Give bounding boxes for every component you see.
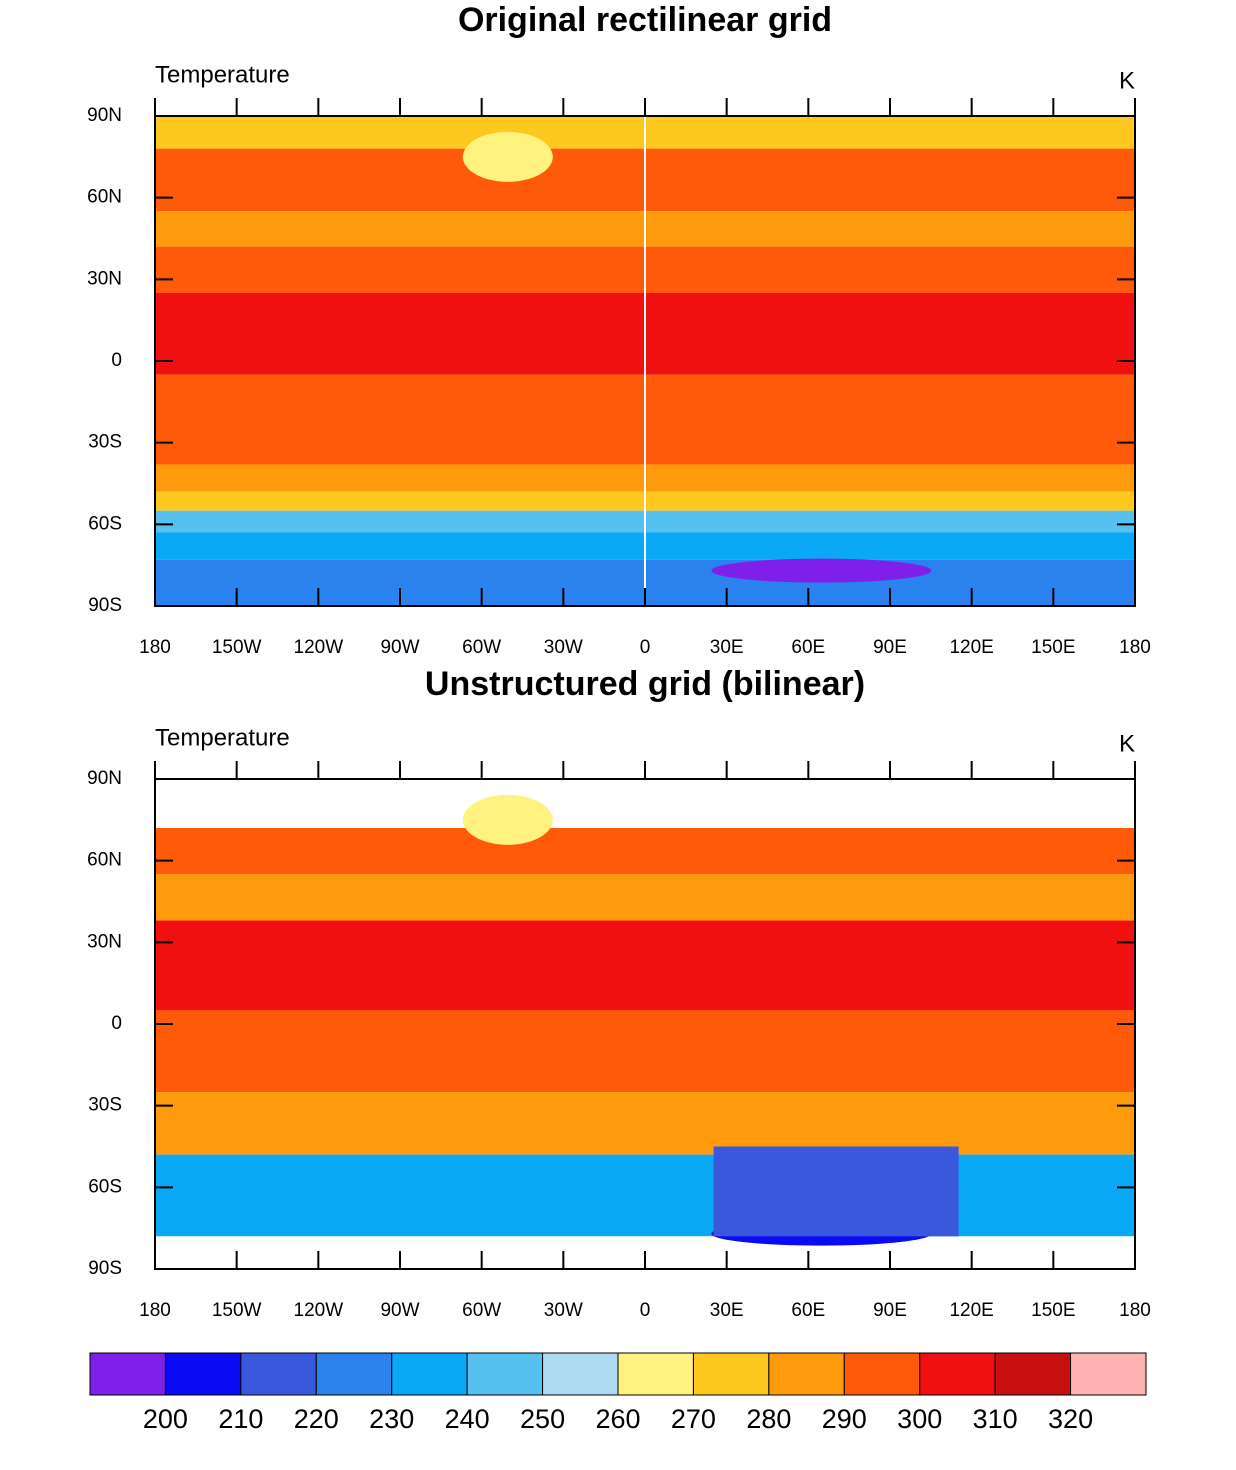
colorbar-box: [315, 1352, 393, 1396]
colorbar-box: [542, 1352, 619, 1396]
lon-label: 180: [139, 637, 171, 658]
lon-label: 60W: [462, 1300, 501, 1321]
lon-label: 180: [1119, 1300, 1151, 1321]
lon-label: 0: [640, 637, 651, 658]
lon-label: 90W: [380, 637, 419, 658]
colorbar-label: 270: [671, 1404, 716, 1434]
colorbar-box: [768, 1352, 845, 1396]
antarctic-cold: [711, 558, 932, 583]
left-label: Temperature: [155, 61, 290, 88]
colorbar-box: [89, 1352, 166, 1396]
temperature-band: [155, 1154, 1135, 1237]
colorbar-label: 310: [973, 1404, 1018, 1434]
lat-label: 60N: [87, 187, 122, 208]
lon-label: 120W: [294, 637, 344, 658]
lon-label: 150E: [1031, 637, 1075, 658]
panel-title: Original rectilinear grid: [458, 1, 832, 39]
lat-label: 30N: [87, 931, 122, 952]
lon-label: 30W: [544, 1300, 583, 1321]
lat-label: 90N: [87, 768, 122, 789]
colorbar-label: 290: [822, 1404, 867, 1434]
colorbar-box: [466, 1352, 544, 1396]
colorbar-box: [164, 1352, 242, 1396]
panel-title: Unstructured grid (bilinear): [425, 665, 865, 703]
lon-label: 120W: [294, 1300, 344, 1321]
lon-label: 60E: [791, 1300, 825, 1321]
lon-label: 30W: [544, 637, 583, 658]
colorbar-label: 280: [746, 1404, 791, 1434]
lon-label: 120E: [949, 1300, 993, 1321]
lat-label: 60N: [87, 850, 122, 871]
lon-label: 30E: [710, 1300, 744, 1321]
colorbar-box: [994, 1352, 1072, 1396]
lon-label: 90E: [873, 1300, 907, 1321]
lat-label: 90S: [88, 1258, 122, 1279]
lon-label: 180: [139, 1300, 171, 1321]
colorbar-box: [843, 1352, 921, 1396]
colorbar-box: [692, 1352, 770, 1396]
lat-label: 90N: [87, 105, 122, 126]
lon-label: 120E: [949, 637, 993, 658]
lon-label: 90E: [873, 637, 907, 658]
map-field: [155, 779, 1135, 1269]
colorbar-label: 240: [445, 1404, 490, 1434]
temperature-band: [155, 874, 1135, 921]
colorbar-label: 230: [369, 1404, 414, 1434]
lat-label: 0: [111, 1013, 122, 1034]
left-label: Temperature: [155, 724, 290, 751]
colorbar-label: 220: [294, 1404, 339, 1434]
colorbar-label: 320: [1048, 1404, 1093, 1434]
lat-label: 60S: [88, 513, 122, 534]
lon-label: 150W: [212, 1300, 262, 1321]
temperature-band: [155, 779, 1135, 828]
right-label: K: [1119, 67, 1135, 94]
temperature-band: [155, 920, 1135, 1011]
right-label: K: [1119, 730, 1135, 757]
lat-label: 30N: [87, 268, 122, 289]
lon-label: 0: [640, 1300, 651, 1321]
lat-label: 0: [111, 350, 122, 371]
lon-label: 90W: [380, 1300, 419, 1321]
colorbar-box: [617, 1352, 694, 1396]
lat-label: 30S: [88, 1095, 122, 1116]
lon-label: 180: [1119, 637, 1151, 658]
lat-label: 90S: [88, 595, 122, 616]
lat-label: 60S: [88, 1176, 122, 1197]
greenland-ice: [462, 794, 553, 845]
colorbar-box: [1070, 1352, 1147, 1396]
colorbar-box: [240, 1352, 317, 1396]
colorbar-box: [919, 1352, 996, 1396]
greenland-ice: [462, 131, 553, 182]
lon-label: 150E: [1031, 1300, 1075, 1321]
colorbar-label: 250: [520, 1404, 565, 1434]
lon-label: 60W: [462, 637, 501, 658]
colorbar-label: 210: [218, 1404, 263, 1434]
map-field: [155, 116, 1135, 606]
temperature-band: [155, 828, 1135, 875]
colorbar-label: 200: [143, 1404, 188, 1434]
lon-label: 150W: [212, 637, 262, 658]
lon-label: 30E: [710, 637, 744, 658]
lat-label: 30S: [88, 432, 122, 453]
colorbar-box: [391, 1352, 468, 1396]
colorbar-label: 300: [897, 1404, 942, 1434]
interp-patch: [713, 1146, 959, 1237]
colorbar-label: 260: [595, 1404, 640, 1434]
temperature-band: [155, 1010, 1135, 1093]
temperature-band: [155, 1092, 1135, 1155]
lon-label: 60E: [791, 637, 825, 658]
